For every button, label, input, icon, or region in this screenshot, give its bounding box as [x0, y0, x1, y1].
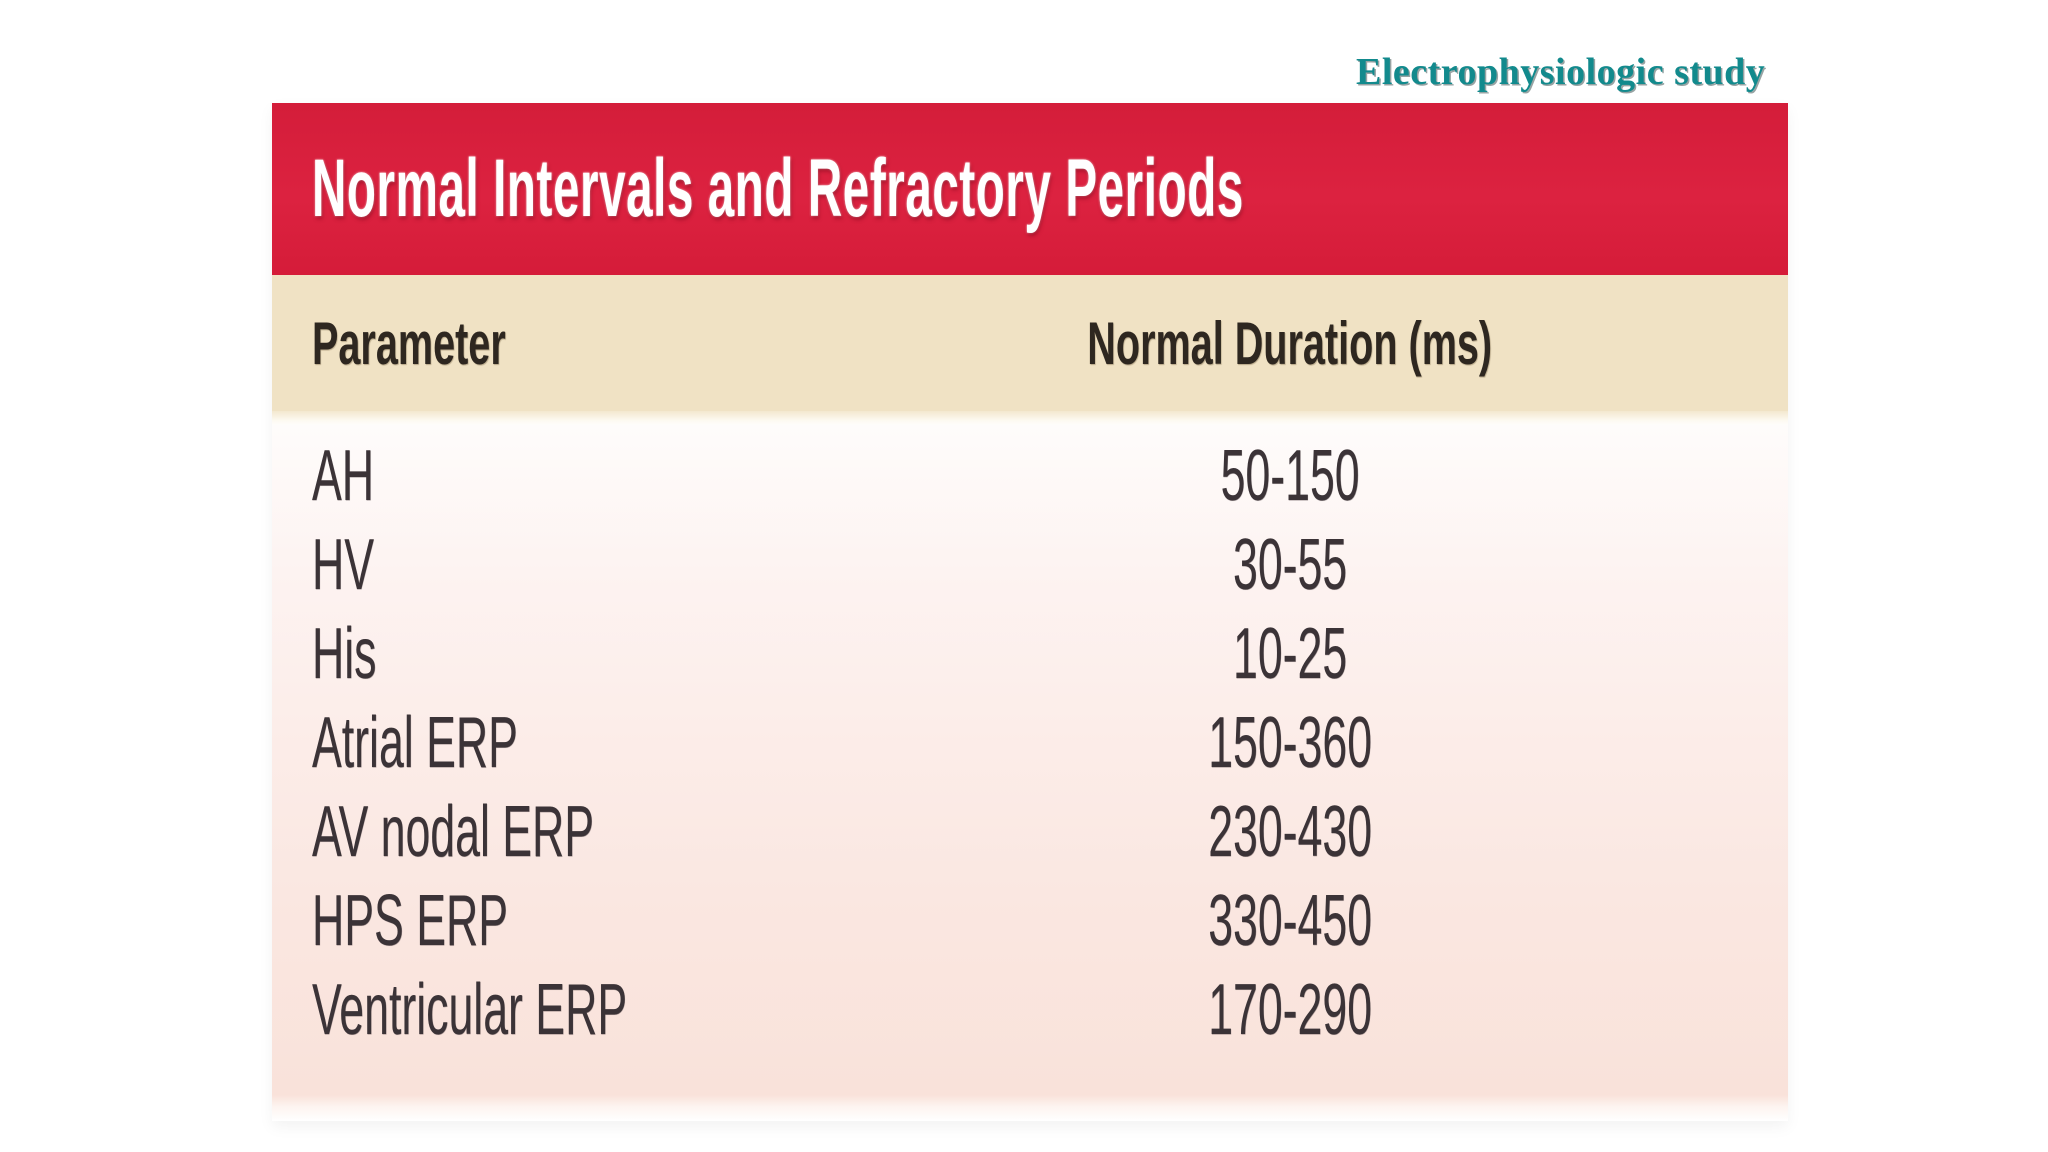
row-parameter: Atrial ERP — [312, 702, 518, 783]
row-duration-cell: 330-450 — [792, 880, 1788, 962]
row-duration-cell: 230-430 — [792, 791, 1788, 873]
table-row: His 10-25 — [272, 609, 1788, 698]
row-parameter-cell: HPS ERP — [272, 880, 792, 962]
row-duration: 150-360 — [1208, 702, 1372, 783]
row-parameter: His — [312, 613, 377, 694]
row-parameter-cell: His — [272, 613, 792, 695]
column-header-parameter: Parameter — [312, 309, 506, 377]
column-header-parameter-cell: Parameter — [272, 309, 792, 378]
table-row: AV nodal ERP 230-430 — [272, 787, 1788, 876]
row-parameter-cell: AH — [272, 435, 792, 517]
row-duration: 170-290 — [1208, 969, 1372, 1050]
row-parameter: HPS ERP — [312, 880, 508, 961]
row-parameter-cell: AV nodal ERP — [272, 791, 792, 873]
row-duration-cell: 150-360 — [792, 702, 1788, 784]
table-row: HV 30-55 — [272, 520, 1788, 609]
table-header-row: Parameter Normal Duration (ms) — [272, 275, 1788, 411]
row-duration: 330-450 — [1208, 880, 1372, 961]
column-header-duration: Normal Duration (ms) — [1087, 309, 1493, 377]
card-bottom-fade — [272, 1095, 1788, 1121]
table-body: AH 50-150 HV 30-55 His 10-25 — [272, 425, 1788, 1095]
row-duration: 30-55 — [1232, 524, 1348, 605]
table-row: AH 50-150 — [272, 431, 1788, 520]
table-title-banner: Normal Intervals and Refractory Periods — [272, 103, 1788, 275]
column-header-duration-cell: Normal Duration (ms) — [792, 309, 1788, 378]
row-duration: 50-150 — [1220, 435, 1360, 516]
row-parameter-cell: Atrial ERP — [272, 702, 792, 784]
table-card: Normal Intervals and Refractory Periods … — [272, 103, 1788, 1121]
table-row: Atrial ERP 150-360 — [272, 698, 1788, 787]
row-duration-cell: 50-150 — [792, 435, 1788, 517]
header-body-divider — [272, 411, 1788, 425]
row-duration-cell: 10-25 — [792, 613, 1788, 695]
row-parameter-cell: HV — [272, 524, 792, 606]
row-duration-cell: 170-290 — [792, 969, 1788, 1051]
row-parameter-cell: Ventricular ERP — [272, 969, 792, 1051]
table-row: Ventricular ERP 170-290 — [272, 965, 1788, 1054]
row-parameter: HV — [312, 524, 375, 605]
table-title: Normal Intervals and Refractory Periods — [312, 143, 1244, 234]
row-parameter: Ventricular ERP — [312, 969, 628, 1050]
row-duration-cell: 30-55 — [792, 524, 1788, 606]
table-row: HPS ERP 330-450 — [272, 876, 1788, 965]
slide-caption: Electrophysiologic study — [1356, 51, 1766, 93]
row-parameter: AH — [312, 435, 375, 516]
row-duration: 10-25 — [1232, 613, 1348, 694]
row-parameter: AV nodal ERP — [312, 791, 595, 872]
row-duration: 230-430 — [1208, 791, 1372, 872]
